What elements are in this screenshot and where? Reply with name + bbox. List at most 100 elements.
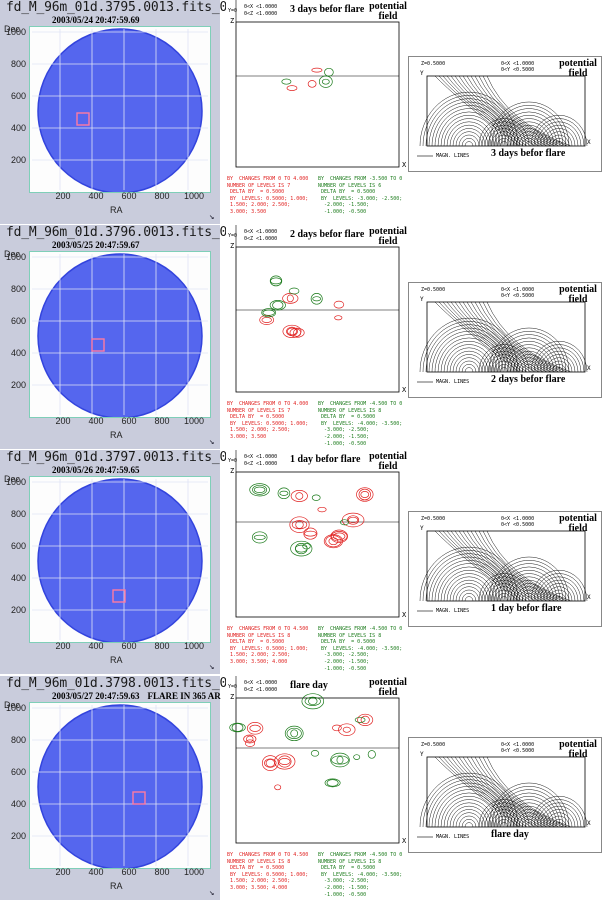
x-tick: 600 xyxy=(121,191,137,201)
y-tick: 800 xyxy=(10,509,26,519)
field-x-range: 0<X <1.0000 xyxy=(501,742,535,748)
fits-file-title: fd_M_96m_01d.3797.0013.fits_0 xyxy=(6,450,228,465)
y-axis-label: Y xyxy=(420,70,424,77)
y-tick: 600 xyxy=(10,91,26,101)
field-x-range: 0<X <1.0000 xyxy=(501,516,535,522)
x-axis-label: X xyxy=(587,365,591,372)
y-tick: 600 xyxy=(10,767,26,777)
dec-axis-label: Dec xyxy=(4,249,21,259)
x-tick: 1000 xyxy=(183,191,205,201)
time-caption: 3 days befor flare xyxy=(290,4,365,15)
flare-note: FLARE IN 365 AR xyxy=(147,691,221,701)
dec-axis-label: Dec xyxy=(4,700,21,710)
z-range-label: 0<Z <1.0000 xyxy=(244,236,278,242)
resize-handle-icon[interactable]: ↘ xyxy=(209,888,215,898)
potential-field-label: potential field xyxy=(369,677,407,698)
field-y-range: 0<Y <0.5000 xyxy=(501,522,535,528)
y0-label: Y=0 xyxy=(228,8,238,14)
field-z-label: Z=0.5000 xyxy=(421,287,446,293)
magn-lines-legend: MAGN. LINES xyxy=(436,834,470,840)
z-range-label: 0<Z <1.0000 xyxy=(244,461,278,467)
fits-file-title: fd_M_96m_01d.3798.0013.fits_0 xyxy=(6,676,228,691)
field-lines-plot xyxy=(417,530,588,612)
y-tick: 200 xyxy=(10,380,26,390)
potential-field-label: potential field xyxy=(369,226,407,247)
field-time-caption: 1 day befor flare xyxy=(491,603,562,614)
resize-handle-icon[interactable]: ↘ xyxy=(209,437,215,447)
y-axis-label: Y xyxy=(420,296,424,303)
y-tick: 400 xyxy=(10,799,26,809)
y-tick: 600 xyxy=(10,316,26,326)
field-time-caption: flare day xyxy=(491,829,529,840)
y-tick: 1000 xyxy=(5,27,26,37)
positive-contour-legend: BY CHANGES FROM 0 TO 4.000 NUMBER OF LEV… xyxy=(227,176,309,215)
field-y-range: 0<Y <0.5000 xyxy=(501,293,535,299)
z-axis-label: Z xyxy=(230,17,235,25)
field-lines-plot xyxy=(417,75,588,157)
x-range-label: 0<X <1.0000 xyxy=(244,229,278,235)
contour-plot xyxy=(235,0,400,168)
potential-field-panel: Z=0.5000 0<X <1.0000 0<Y <0.5000 potenti… xyxy=(408,511,602,627)
field-time-caption: 3 days befor flare xyxy=(491,148,566,159)
active-region-marker xyxy=(91,338,105,352)
field-lines-plot xyxy=(417,756,588,838)
positive-contour-legend: BY CHANGES FROM 0 TO 4.000 NUMBER OF LEV… xyxy=(227,401,309,440)
potential-field-label: potential field xyxy=(369,1,407,22)
ra-axis-label: RA xyxy=(110,430,123,440)
negative-contour-legend: BY CHANGES FROM -4.500 TO 0 NUMBER OF LE… xyxy=(318,626,403,672)
y-tick: 800 xyxy=(10,284,26,294)
x-tick: 1000 xyxy=(183,416,205,426)
y-tick: 600 xyxy=(10,541,26,551)
potential-field-label: potential field xyxy=(559,58,597,79)
observation-row: fd_M_96m_01d.3797.0013.fits_0 2003/05/26… xyxy=(0,450,604,675)
time-caption: flare day xyxy=(290,680,328,691)
y0-label: Y=0 xyxy=(228,684,238,690)
potential-field-panel: Z=0.5000 0<X <1.0000 0<Y <0.5000 potenti… xyxy=(408,56,602,172)
fits-file-title: fd_M_96m_01d.3796.0013.fits_0 xyxy=(6,225,228,240)
observation-row: fd_M_96m_01d.3798.0013.fits_0 2003/05/27… xyxy=(0,676,604,901)
x-axis-label: X xyxy=(587,820,591,827)
field-z-label: Z=0.5000 xyxy=(421,516,446,522)
contour-plot xyxy=(229,676,400,844)
y-tick: 200 xyxy=(10,155,26,165)
resize-handle-icon[interactable]: ↘ xyxy=(209,212,215,222)
x-tick: 800 xyxy=(154,416,170,426)
observation-timestamp: 2003/05/27 20:47:59.63 FLARE IN 365 AR xyxy=(52,691,221,701)
active-region-marker xyxy=(76,112,90,126)
z-axis-label: Z xyxy=(230,242,235,250)
solar-disk-panel: fd_M_96m_01d.3797.0013.fits_0 2003/05/26… xyxy=(0,450,227,674)
observation-timestamp: 2003/05/26 20:47:59.65 xyxy=(52,465,140,475)
x-axis-label: X xyxy=(587,594,591,601)
x-tick: 600 xyxy=(121,416,137,426)
x-axis-label: X xyxy=(402,611,407,619)
y-tick: 1000 xyxy=(5,477,26,487)
potential-field-panel: Z=0.5000 0<X <1.0000 0<Y <0.5000 potenti… xyxy=(408,737,602,853)
solar-disk-panel: fd_M_96m_01d.3796.0013.fits_0 2003/05/25… xyxy=(0,225,227,449)
observation-timestamp: 2003/05/25 20:47:59.67 xyxy=(52,240,140,250)
magn-lines-legend: MAGN. LINES xyxy=(436,153,470,159)
field-y-range: 0<Y <0.5000 xyxy=(501,67,535,73)
y-axis-label: Y xyxy=(420,525,424,532)
y-tick: 800 xyxy=(10,735,26,745)
x-range-label: 0<X <1.0000 xyxy=(244,680,278,686)
y-axis-label: Y xyxy=(420,751,424,758)
y-tick: 200 xyxy=(10,831,26,841)
potential-field-label: potential field xyxy=(559,739,597,760)
x-axis-label: X xyxy=(402,386,407,394)
x-range-label: 0<X <1.0000 xyxy=(244,454,278,460)
field-z-label: Z=0.5000 xyxy=(421,742,446,748)
solar-disk-panel: fd_M_96m_01d.3795.0013.fits_0 2003/05/24… xyxy=(0,0,227,224)
solar-disk-image xyxy=(29,702,211,870)
resize-handle-icon[interactable]: ↘ xyxy=(209,662,215,672)
x-tick: 400 xyxy=(88,867,104,877)
negative-contour-legend: BY CHANGES FROM -4.500 TO 0 NUMBER OF LE… xyxy=(318,401,403,447)
ra-axis-label: RA xyxy=(110,205,123,215)
field-x-range: 0<X <1.0000 xyxy=(501,287,535,293)
potential-field-panel: Z=0.5000 0<X <1.0000 0<Y <0.5000 potenti… xyxy=(408,282,602,398)
negative-contour-legend: BY CHANGES FROM -3.500 TO 0 NUMBER OF LE… xyxy=(318,176,403,215)
contour-plot xyxy=(235,450,400,618)
y-tick: 1000 xyxy=(5,252,26,262)
x-tick: 400 xyxy=(88,641,104,651)
observation-row: fd_M_96m_01d.3796.0013.fits_0 2003/05/25… xyxy=(0,225,604,450)
y-tick: 800 xyxy=(10,59,26,69)
